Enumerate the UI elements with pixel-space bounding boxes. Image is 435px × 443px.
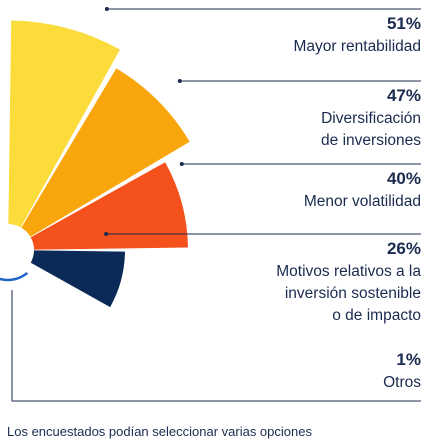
leader-line-5 xyxy=(11,290,421,402)
category-label-2-line-2: de inversiones xyxy=(321,132,421,149)
leader-dot-3 xyxy=(179,162,184,166)
value-label-4: 26% xyxy=(387,239,421,258)
leader-dot-2 xyxy=(177,79,182,83)
category-label-5-line-1: Otros xyxy=(383,374,421,391)
label-group-3: 40% Menor volatilidad xyxy=(304,169,421,210)
sector-1 xyxy=(8,20,120,250)
sector-2 xyxy=(8,68,190,250)
value-label-2: 47% xyxy=(387,86,421,105)
value-label-5: 1% xyxy=(396,350,421,369)
sector-3 xyxy=(8,162,188,250)
label-group-1: 51% Mayor rentabilidad xyxy=(293,14,421,55)
label-group-5: 1% Otros xyxy=(383,350,421,391)
category-label-3-line-1: Menor volatilidad xyxy=(304,193,421,210)
leader-dot-4 xyxy=(104,232,109,236)
otros-arc xyxy=(0,271,29,282)
leader-dot-1 xyxy=(104,7,109,11)
sectors xyxy=(8,20,190,308)
category-label-4-line-2: inversión sostenible xyxy=(285,285,421,302)
value-label-3: 40% xyxy=(387,169,421,188)
center-hub xyxy=(0,224,34,276)
labels: 51% Mayor rentabilidad 47% Diversificación d… xyxy=(276,14,421,391)
sector-4 xyxy=(8,250,125,308)
category-label-4-line-1: Motivos relativos a la xyxy=(276,263,421,280)
category-label-1-line-1: Mayor rentabilidad xyxy=(293,38,421,55)
leader-lines xyxy=(11,7,421,402)
category-label-2-line-1: Diversificación xyxy=(321,110,421,127)
category-label-4-line-3: o de impacto xyxy=(332,307,421,324)
label-group-4: 26% Motivos relativos a la inversión soste… xyxy=(276,239,421,324)
value-label-1: 51% xyxy=(387,14,421,33)
label-group-2: 47% Diversificación de inversiones xyxy=(321,86,421,149)
footnote: Los encuestados podían seleccionar varia… xyxy=(7,424,312,439)
